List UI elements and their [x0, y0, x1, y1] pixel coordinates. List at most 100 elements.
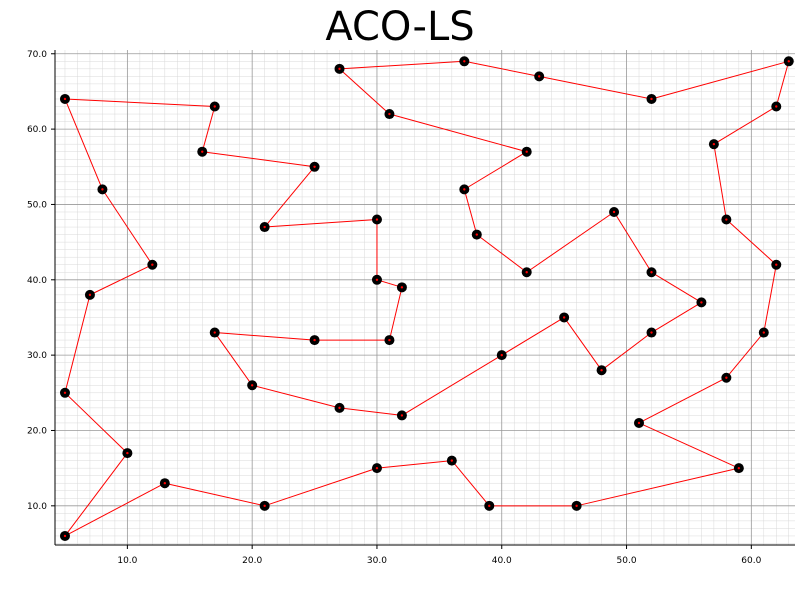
- city-point-center: [375, 218, 379, 221]
- city-point-center: [775, 263, 778, 266]
- route-segment: [775, 61, 790, 107]
- x-tick-label: 20.0: [242, 556, 262, 566]
- city-point-center: [712, 142, 716, 146]
- city-point-center: [737, 466, 741, 470]
- x-tick-label: 50.0: [617, 556, 637, 566]
- route-segment: [64, 98, 215, 108]
- y-tick-label: 10.0: [27, 502, 47, 512]
- route-segment: [726, 219, 777, 266]
- route-segment: [389, 113, 527, 153]
- axes: [54, 50, 795, 546]
- route-segment: [252, 384, 340, 409]
- route-segment: [763, 264, 777, 333]
- city-point-center: [263, 225, 266, 229]
- route-segment: [64, 294, 91, 393]
- city-point-center: [338, 406, 341, 410]
- city-point-center: [388, 112, 391, 116]
- city-point-center: [475, 233, 478, 236]
- chart-title: ACO-LS: [325, 4, 475, 50]
- city-point-center: [650, 271, 653, 274]
- city-point-center: [637, 421, 641, 425]
- route-segment: [388, 287, 403, 341]
- city-point-center: [762, 331, 766, 334]
- city-point-center: [650, 331, 653, 334]
- route-segment: [214, 332, 315, 341]
- city-point-center: [101, 188, 104, 191]
- city-point-center: [63, 391, 67, 395]
- y-tick-label: 20.0: [27, 426, 47, 436]
- city-point-center: [400, 286, 404, 289]
- route-segment: [339, 60, 465, 70]
- city-point-center: [88, 293, 92, 297]
- city-point-center: [201, 150, 204, 153]
- city-point-center: [725, 376, 728, 379]
- x-tick-label: 10.0: [117, 556, 137, 566]
- city-point-center: [450, 459, 454, 462]
- route-segment: [464, 60, 540, 77]
- route-segment: [401, 354, 503, 416]
- city-point-center: [388, 338, 391, 342]
- route-segment: [713, 144, 727, 220]
- route-segment: [638, 377, 727, 424]
- city-point-center: [463, 60, 466, 63]
- route-segment: [376, 460, 452, 469]
- city-point-center: [151, 263, 154, 266]
- y-tick-label: 50.0: [27, 200, 47, 210]
- route-segment: [339, 68, 390, 115]
- city-point-center: [488, 504, 491, 508]
- city-point-center: [126, 451, 129, 455]
- y-tick-label: 40.0: [27, 276, 47, 286]
- route-segment: [526, 211, 615, 273]
- city-point-center: [213, 331, 216, 334]
- city-point-center: [250, 384, 254, 387]
- city-point-center: [787, 60, 790, 63]
- route-segment: [651, 301, 702, 333]
- city-point-center: [338, 67, 341, 71]
- route-segment: [713, 106, 777, 145]
- route-segment: [64, 452, 128, 537]
- x-tick-label: 40.0: [492, 556, 512, 566]
- route-segment: [64, 98, 103, 190]
- city-markers: [59, 56, 794, 541]
- route-segment: [539, 75, 652, 100]
- city-point-center: [313, 338, 316, 342]
- route-segment: [451, 460, 490, 507]
- route-segment: [651, 60, 789, 100]
- route-segment: [463, 189, 478, 235]
- route-segment: [725, 332, 765, 379]
- x-tick-labels: 10.0 20.0 30.0 40.0 50.0 60.0: [117, 545, 762, 566]
- route-segment: [563, 317, 602, 371]
- y-tick-label: 70.0: [27, 50, 47, 60]
- city-point-center: [263, 504, 266, 508]
- city-point-center: [375, 466, 379, 470]
- route-lines: [64, 60, 790, 537]
- route-segment: [339, 407, 402, 416]
- route-segment: [501, 317, 565, 356]
- route-segment: [638, 422, 740, 469]
- city-point-center: [163, 482, 167, 485]
- route-segment: [651, 271, 702, 303]
- route-segment: [264, 219, 377, 228]
- route-segment: [476, 234, 528, 273]
- route-segment: [202, 151, 315, 168]
- x-tick-label: 30.0: [367, 556, 387, 566]
- city-point-center: [725, 218, 728, 221]
- city-point-center: [400, 414, 404, 417]
- city-point-center: [63, 534, 67, 538]
- route-segment: [201, 106, 216, 152]
- route-segment: [102, 189, 153, 266]
- city-point-center: [375, 278, 379, 281]
- city-point-center: [562, 316, 566, 319]
- route-segment: [613, 211, 652, 273]
- y-tick-label: 30.0: [27, 351, 47, 361]
- city-point-center: [600, 369, 603, 372]
- route-segment: [164, 482, 265, 507]
- city-point-center: [313, 165, 316, 168]
- city-point-center: [612, 210, 616, 214]
- route-segment: [64, 482, 166, 537]
- route-segment: [214, 332, 253, 386]
- city-point-center: [775, 105, 778, 108]
- route-segment: [64, 392, 128, 454]
- route-segment: [89, 264, 153, 296]
